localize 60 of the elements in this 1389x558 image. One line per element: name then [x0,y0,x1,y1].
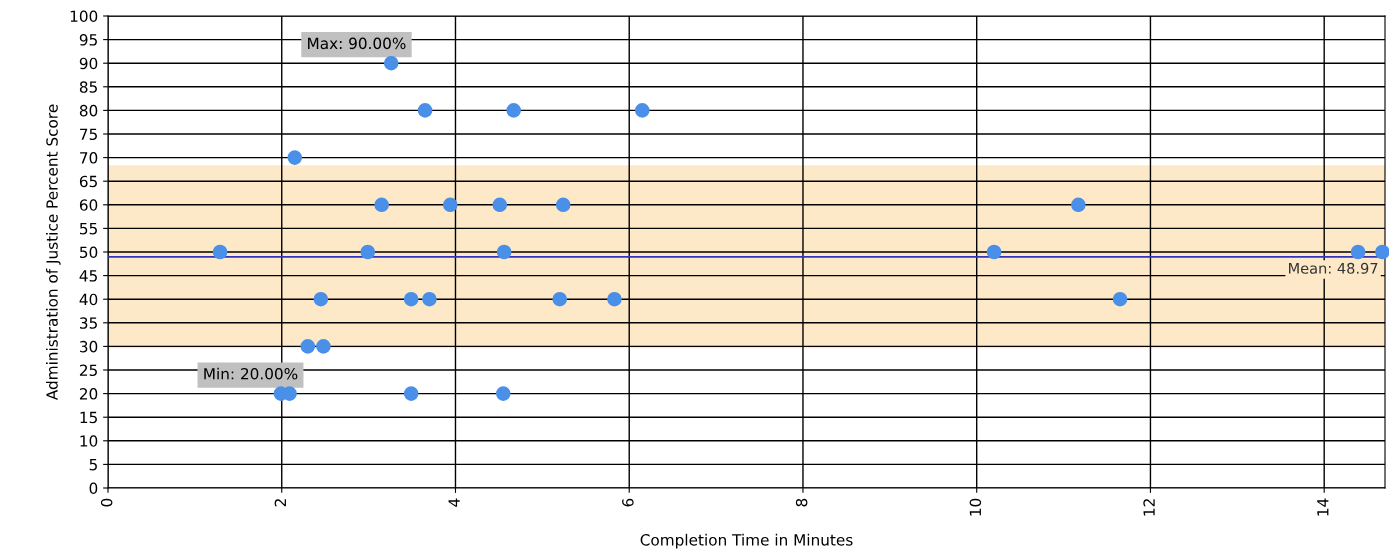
point [495,386,511,401]
x-tick-label: 10 [969,498,982,516]
point [422,291,437,307]
x-tick-label: 14 [1317,498,1329,516]
y-tick-label: 35 [80,317,97,329]
point [383,55,399,71]
y-tick-label: 60 [79,199,98,211]
y-tick-label: 0 [89,482,98,495]
y-tick-label: 80 [79,104,98,117]
point [1112,291,1128,307]
y-tick-label: 20 [79,388,98,400]
x-tick-label: 2 [274,499,286,507]
y-axis-title: Administration of Justice Percent Score [46,104,61,401]
point [403,386,419,401]
point [607,291,622,307]
y-tick-label: 30 [80,340,98,353]
y-tick-label: 40 [79,293,98,306]
point [1375,244,1389,260]
point [986,244,1002,260]
y-tick-label: 85 [79,81,97,93]
point [552,291,568,307]
point [492,197,508,213]
point [506,103,521,118]
point [313,291,329,307]
y-tick-label: 10 [80,435,98,447]
y-tick-label: 90 [79,57,98,70]
point [287,150,303,165]
point [316,339,331,354]
ref-line-label: Mean: 48.97 [1289,262,1378,274]
point [496,244,512,260]
x-tick-label: 0 [100,498,113,507]
y-tick-label: 5 [89,459,97,471]
y-tick-label: 55 [80,223,97,235]
point [374,197,389,213]
point [300,339,316,354]
y-tick-label: 25 [79,364,97,377]
y-tick-label: 75 [80,128,97,141]
point [1350,244,1366,260]
point [442,197,458,213]
point [1071,197,1086,213]
x-tick-label: 4 [448,498,460,507]
y-tick-label: 95 [79,34,97,46]
point [634,103,650,118]
annotation: Max: 90.00% [308,37,406,50]
x-tick-label: 8 [795,498,808,507]
y-tick-label: 45 [79,270,97,282]
point [360,244,376,260]
point [403,291,419,307]
point [212,244,228,260]
y-tick-label: 65 [79,175,97,188]
point [417,103,433,118]
x-tick-label: 12 [1143,499,1155,516]
y-tick-label: 70 [80,152,98,164]
y-tick-label: 50 [80,246,98,259]
y-tick-label: 15 [80,411,97,424]
x-tick-label: 6 [622,498,634,507]
y-tick-label: 100 [70,10,98,23]
x-axis-title: Completion Time in Minutes [640,533,853,549]
point [555,197,571,213]
annotation: Min: 20.00% [204,367,298,380]
